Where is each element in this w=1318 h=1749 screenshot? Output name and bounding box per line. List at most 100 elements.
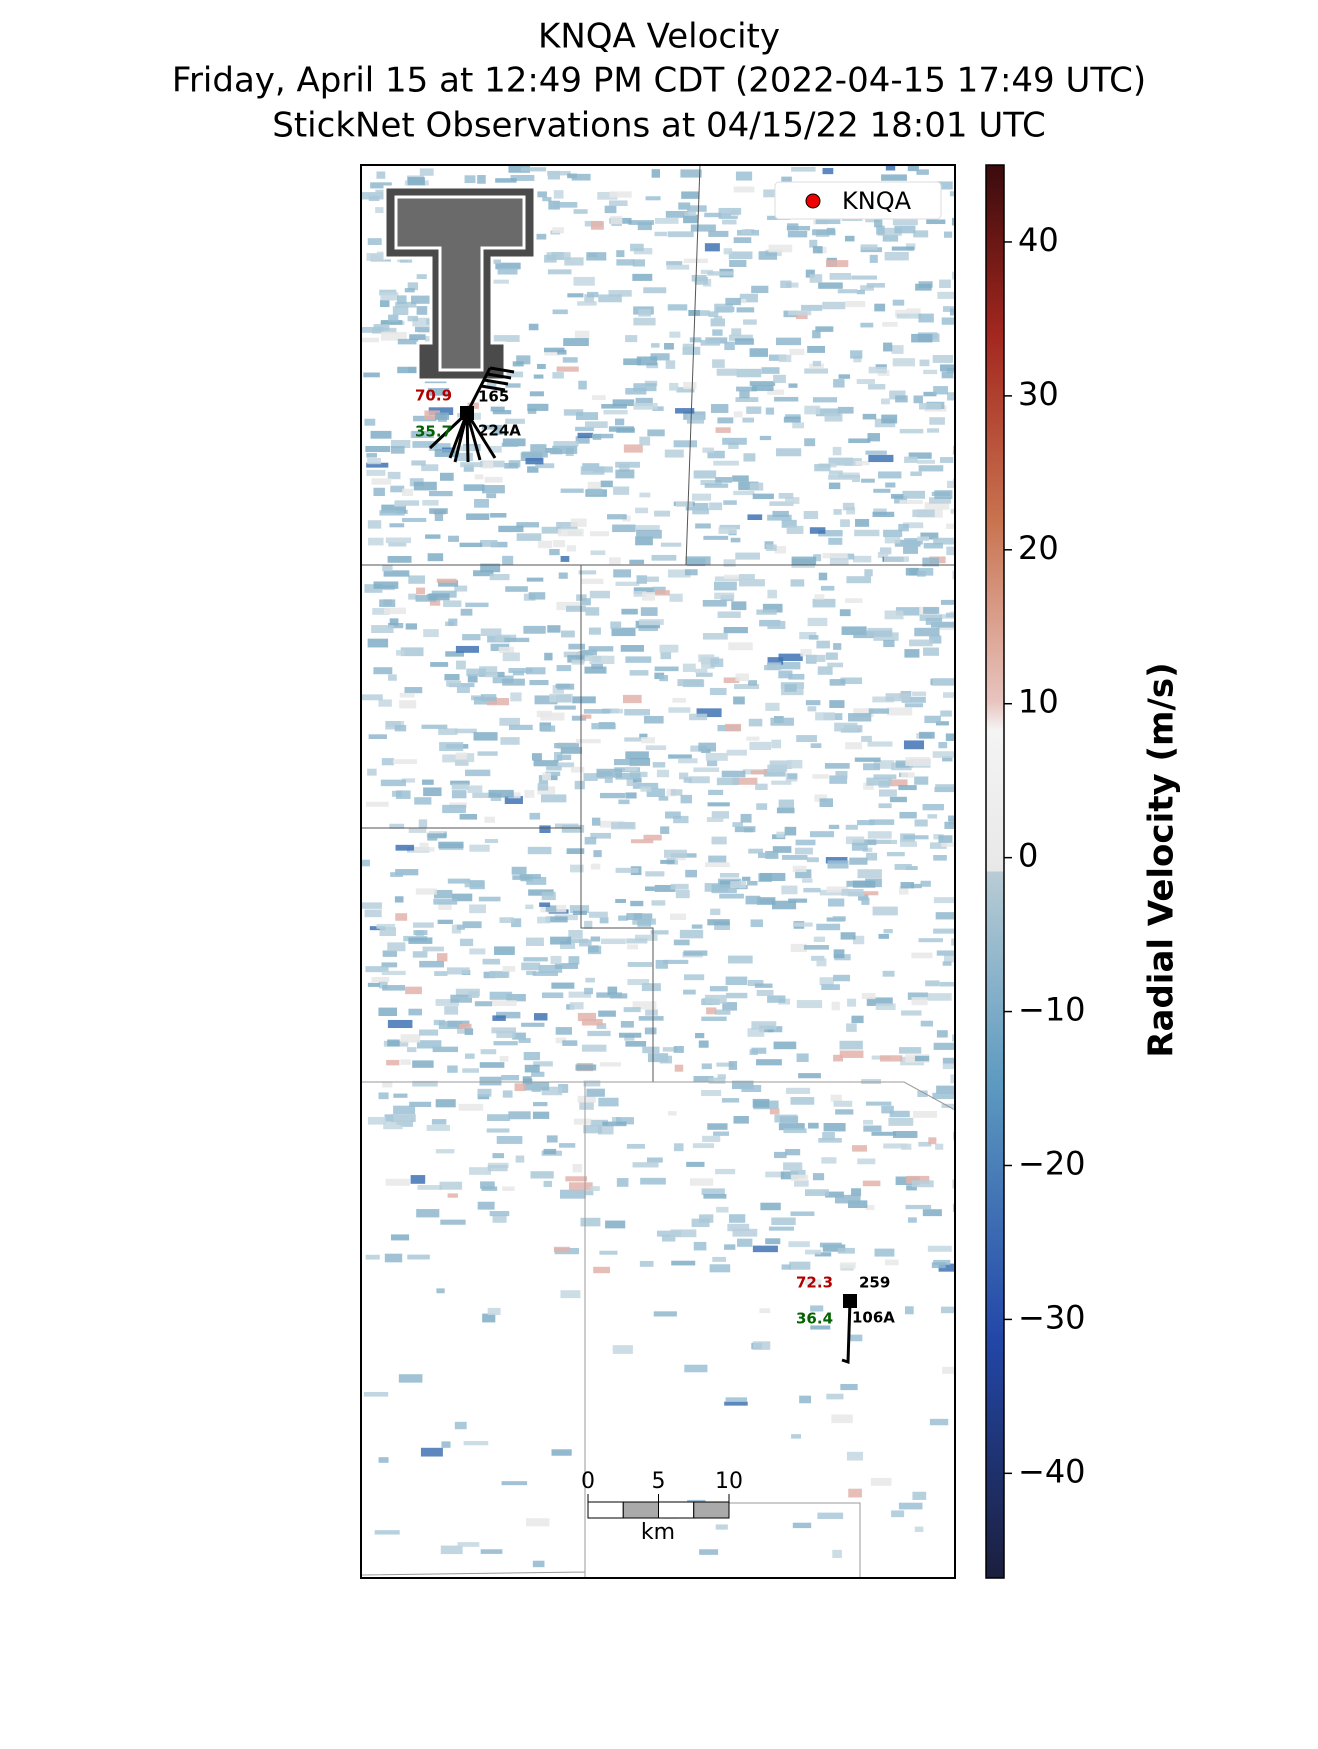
- radar-pixel: [408, 575, 425, 584]
- radar-pixel: [890, 493, 904, 499]
- radar-pixel: [876, 225, 885, 235]
- radar-pixel: [512, 1032, 526, 1040]
- radar-pixel: [632, 1162, 659, 1168]
- radar-pixel: [813, 936, 826, 943]
- radar-pixel: [883, 639, 895, 648]
- radar-pixel: [923, 369, 938, 375]
- radar-pixel: [527, 466, 539, 473]
- radar-pixel: [462, 1068, 479, 1073]
- radar-pixel: [480, 1181, 495, 1189]
- radar-pixel: [909, 639, 933, 647]
- radar-pixel: [612, 524, 636, 533]
- radar-pixel: [660, 542, 682, 547]
- radar-pixel: [492, 410, 512, 415]
- radar-pixel: [635, 536, 653, 546]
- radar-pixel: [540, 794, 567, 803]
- radar-pixel: [520, 452, 543, 462]
- radar-pixel: [378, 1092, 389, 1100]
- radar-pixel: [741, 229, 752, 235]
- radar-pixel: [765, 407, 775, 415]
- radar-pixel: [610, 621, 622, 629]
- radar-pixel: [889, 796, 907, 803]
- radar-pixel: [949, 308, 955, 316]
- radar-pixel: [539, 825, 551, 833]
- radar-pixel: [541, 526, 561, 534]
- radar-pixel: [474, 474, 484, 480]
- radar-pixel: [820, 585, 835, 591]
- radar-pixel: [580, 466, 605, 475]
- radar-pixel: [361, 859, 370, 867]
- radar-pixel: [951, 271, 955, 280]
- radar-pixel: [812, 598, 836, 608]
- radar-pixel: [723, 500, 737, 505]
- radar-pixel: [616, 1178, 629, 1187]
- radar-pixel: [404, 687, 423, 694]
- radar-pixel: [837, 406, 854, 414]
- radar-pixel: [612, 399, 635, 407]
- radar-pixel: [716, 777, 739, 786]
- radar-pixel: [883, 342, 893, 352]
- radar-pixel: [415, 595, 437, 602]
- radar-pixel: [780, 1171, 799, 1180]
- radar-pixel: [484, 672, 498, 678]
- radar-pixel: [568, 956, 580, 965]
- radar-pixel: [772, 510, 789, 517]
- radar-pixel: [891, 246, 915, 251]
- radar-pixel: [853, 708, 874, 718]
- radar-pixel: [790, 1097, 815, 1105]
- radar-pixel: [380, 779, 407, 787]
- radar-pixel: [626, 778, 637, 786]
- radar-pixel: [923, 542, 943, 549]
- radar-pixel: [451, 783, 469, 790]
- radar-pixel: [620, 1020, 634, 1028]
- radar-pixel: [835, 1109, 854, 1115]
- radar-pixel: [932, 751, 955, 758]
- radar-pixel: [389, 523, 405, 528]
- radar-pixel: [683, 989, 696, 995]
- radar-pixel: [829, 556, 849, 565]
- radar-pixel: [504, 462, 519, 469]
- radar-pixel: [801, 304, 823, 311]
- radar-pixel: [393, 1105, 416, 1114]
- colorbar-tick-label: −20: [1018, 1144, 1086, 1182]
- radar-pixel: [429, 599, 441, 606]
- radar-pixel: [942, 306, 955, 312]
- radar-pixel: [672, 697, 686, 703]
- radar-pixel: [561, 824, 585, 833]
- radar-pixel: [400, 1059, 411, 1065]
- radar-pixel: [426, 1124, 450, 1131]
- radar-pixel: [750, 770, 768, 775]
- radar-pixel: [524, 789, 535, 798]
- radar-pixel: [749, 741, 772, 751]
- radar-pixel: [587, 481, 601, 489]
- radar-pixel: [833, 509, 842, 515]
- radar-pixel: [660, 859, 675, 864]
- radar-pixel: [645, 871, 665, 877]
- radar-pixel: [560, 555, 570, 562]
- radar-pixel: [381, 504, 406, 513]
- radar-pixel: [581, 1019, 603, 1026]
- radar-pixel: [785, 282, 799, 288]
- radar-pixel: [916, 169, 929, 175]
- radar-pixel: [907, 1217, 917, 1223]
- radar-pixel: [714, 592, 735, 600]
- radar-pixel: [778, 493, 794, 499]
- radar-pixel: [550, 448, 563, 455]
- radar-pixel: [665, 811, 681, 819]
- radar-pixel: [781, 885, 798, 895]
- radar-pixel: [743, 319, 757, 325]
- radar-pixel: [447, 1020, 470, 1028]
- radar-pixel: [872, 696, 895, 703]
- radar-pixel: [666, 261, 683, 266]
- radar-pixel: [399, 692, 415, 698]
- radar-pixel: [566, 848, 585, 854]
- radar-pixel: [433, 899, 458, 905]
- radar-pixel: [448, 535, 459, 542]
- radar-pixel: [686, 414, 705, 424]
- radar-pixel: [385, 537, 412, 544]
- radar-pixel: [839, 1262, 856, 1269]
- radar-pixel: [704, 483, 729, 488]
- radar-pixel: [878, 933, 889, 939]
- radar-pixel: [664, 449, 684, 458]
- radar-pixel: [480, 1049, 497, 1055]
